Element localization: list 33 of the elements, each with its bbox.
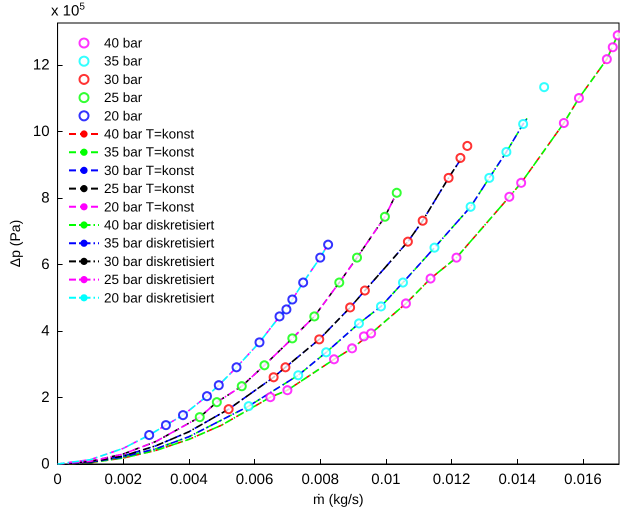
legend-label: 30 bar T=konst — [104, 162, 194, 178]
y-tick-label: 4 — [41, 322, 50, 340]
x-tick-label: 0 — [53, 471, 62, 488]
legend-label: 40 bar — [104, 36, 143, 50]
x-tick-label: 0.014 — [498, 471, 536, 488]
legend-label: 30 bar — [104, 72, 143, 87]
legend-label: 20 bar — [104, 108, 143, 124]
x-tick-label: 0.01 — [371, 471, 400, 488]
legend-label: 25 bar T=konst — [104, 181, 194, 196]
legend-label: 40 bar T=konst — [104, 126, 194, 142]
legend-label: 20 bar T=konst — [104, 199, 194, 214]
legend-label: 35 bar — [104, 54, 143, 69]
y-tick-label: 8 — [41, 190, 50, 207]
x-tick-label: 0.006 — [236, 471, 274, 488]
x-tick-label: 0.012 — [432, 471, 470, 488]
legend-label: 25 bar — [104, 90, 143, 106]
x-tick-label: 0.008 — [301, 471, 340, 488]
y-tick-label: 12 — [32, 56, 50, 74]
x-tick-label: 0.004 — [170, 471, 208, 488]
y-tick-label: 6 — [41, 256, 50, 274]
legend-label: 40 bar diskretisiert — [104, 218, 215, 232]
y-tick-label: 0 — [41, 456, 50, 472]
legend-label: 30 bar diskretisiert — [104, 254, 215, 269]
x-axis-title: ṁ (kg/s) — [313, 491, 364, 507]
y-tick-label: 2 — [41, 389, 50, 406]
y-tick-label: 10 — [32, 123, 50, 140]
x-tick-label: 0.016 — [564, 471, 602, 488]
y-axis-title: Δp (Pa) — [7, 220, 23, 268]
x-tick-label: 0.002 — [104, 471, 142, 488]
legend-label: 35 bar diskretisiert — [104, 236, 215, 251]
legend-label: 25 bar diskretisiert — [104, 272, 215, 288]
legend-label: 20 bar diskretisiert — [104, 290, 215, 306]
legend-label: 35 bar T=konst — [104, 144, 194, 160]
